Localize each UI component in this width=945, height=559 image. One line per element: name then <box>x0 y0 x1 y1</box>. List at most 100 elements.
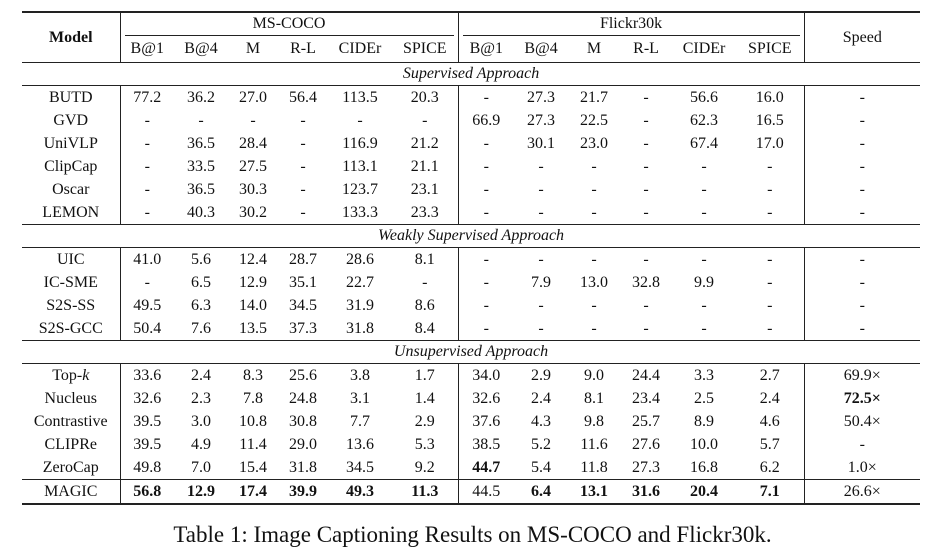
value-cell: 35.1 <box>289 274 317 291</box>
table-row: LEMON - 40.3 30.2 - 133.3 23.3 - - - - - - - <box>22 201 920 225</box>
table-row: IC-SME - 6.5 12.9 35.1 22.7 - - 7.9 13.0 32.8 9.9 - - <box>22 271 920 294</box>
value-cell: - <box>538 297 544 314</box>
value-cell: 9.8 <box>584 413 605 430</box>
value-cell: 9.2 <box>392 456 459 480</box>
value-cell: 67.4 <box>690 135 719 152</box>
value-cell: 6.3 <box>191 297 211 314</box>
value-cell: - <box>736 271 805 294</box>
value-cell: 2.9 <box>514 363 569 387</box>
value-cell: 2.4 <box>174 363 228 387</box>
table-row: UIC 41.0 5.6 12.4 28.7 28.6 8.1- - - - - - - <box>22 247 921 271</box>
value-cell: 31.9 <box>346 297 374 314</box>
value-cell: 31.8 <box>289 459 317 476</box>
value-cell: - <box>144 204 150 221</box>
value-cell: 8.1 <box>584 390 605 407</box>
value-cell: 56.8 <box>120 479 174 505</box>
value-cell: 16.8 <box>690 459 719 476</box>
value-cell: - <box>568 247 621 271</box>
value-cell: - <box>701 204 707 221</box>
value-cell: 17.4 <box>228 479 278 505</box>
speed-cell: 72.5× <box>843 390 881 407</box>
value-cell: 9.0 <box>568 363 621 387</box>
value-cell: - <box>701 158 707 175</box>
value-cell: 30.8 <box>289 413 317 430</box>
value-cell: 2.9 <box>392 410 459 433</box>
value-cell: 7.8 <box>243 390 263 407</box>
value-cell: 13.1 <box>568 479 621 505</box>
value-cell: 23.3 <box>392 201 459 225</box>
value-cell: - <box>591 181 597 198</box>
section-title: Unsupervised Approach <box>22 340 921 364</box>
value-cell: - <box>392 109 459 132</box>
value-cell: - <box>538 204 544 221</box>
value-cell: - <box>643 158 649 175</box>
value-cell: 9.9 <box>694 274 715 291</box>
value-cell: - <box>538 158 544 175</box>
value-cell: - <box>672 247 737 271</box>
value-cell: - <box>392 271 459 294</box>
speed-cell: - <box>859 204 865 221</box>
value-cell: - <box>458 85 515 109</box>
model-name-cell: Contrastive <box>22 410 121 433</box>
value-cell: - <box>736 317 805 341</box>
value-cell: - <box>483 204 489 221</box>
value-cell: - <box>538 181 544 198</box>
speed-cell: - <box>804 85 921 109</box>
table-row: S2S-SS 49.5 6.3 14.0 34.5 31.9 8.6 - - - - - - - <box>22 294 920 317</box>
metric-header: SPICE <box>392 35 459 63</box>
section-title: Weakly Supervised Approach <box>22 224 921 248</box>
value-cell: - <box>300 112 306 129</box>
value-cell: - <box>643 297 649 314</box>
value-cell: 27.3 <box>514 85 569 109</box>
value-cell: - <box>701 320 707 337</box>
value-cell: 27.0 <box>228 85 278 109</box>
value-cell: - <box>483 158 489 175</box>
value-cell: 1.7 <box>392 363 459 387</box>
value-cell: 39.9 <box>278 479 328 505</box>
value-cell: - <box>483 274 489 291</box>
value-cell: 29.0 <box>289 436 317 453</box>
value-cell: 21.7 <box>568 85 621 109</box>
value-cell: 36.5 <box>187 181 215 198</box>
value-cell: 11.4 <box>239 436 267 453</box>
speed-cell: - <box>859 320 865 337</box>
value-cell: 10.8 <box>239 413 267 430</box>
model-name-cell: IC-SME <box>22 271 121 294</box>
value-cell: 17.0 <box>736 132 805 155</box>
speed-cell: - <box>859 158 865 175</box>
value-cell: 3.0 <box>191 413 211 430</box>
value-cell: 49.5 <box>133 297 162 314</box>
value-cell: 8.3 <box>228 363 278 387</box>
value-cell: - <box>144 112 150 129</box>
value-cell: 123.7 <box>342 181 378 198</box>
value-cell: 12.9 <box>239 274 267 291</box>
value-cell: 6.5 <box>191 274 211 291</box>
value-cell: - <box>300 158 306 175</box>
value-cell: 27.6 <box>632 436 661 453</box>
value-cell: 3.1 <box>350 390 370 407</box>
value-cell: 13.6 <box>346 436 374 453</box>
value-cell: - <box>736 178 805 201</box>
value-cell: - <box>144 181 150 198</box>
value-cell: 4.6 <box>736 410 805 433</box>
value-cell: 27.5 <box>239 158 267 175</box>
value-cell: 8.1 <box>392 247 459 271</box>
value-cell: 36.2 <box>174 85 228 109</box>
value-cell: 39.5 <box>133 413 162 430</box>
value-cell: - <box>300 135 306 152</box>
value-cell: 3.8 <box>328 363 392 387</box>
value-cell: 66.9 <box>472 112 501 129</box>
value-cell: 7.7 <box>350 413 370 430</box>
value-cell: 4.9 <box>191 436 211 453</box>
model-name-cell: S2S-SS <box>22 294 121 317</box>
value-cell: 14.0 <box>239 297 267 314</box>
value-cell: 5.3 <box>392 433 459 456</box>
value-cell: 44.5 <box>458 479 515 505</box>
value-cell: - <box>591 297 597 314</box>
value-cell: 27.3 <box>527 112 556 129</box>
value-cell: - <box>643 135 649 152</box>
value-cell: 2.4 <box>531 390 552 407</box>
section-header-row: Unsupervised Approach <box>22 340 921 364</box>
value-cell: 30.3 <box>239 181 267 198</box>
model-name-cell: UIC <box>22 247 121 271</box>
